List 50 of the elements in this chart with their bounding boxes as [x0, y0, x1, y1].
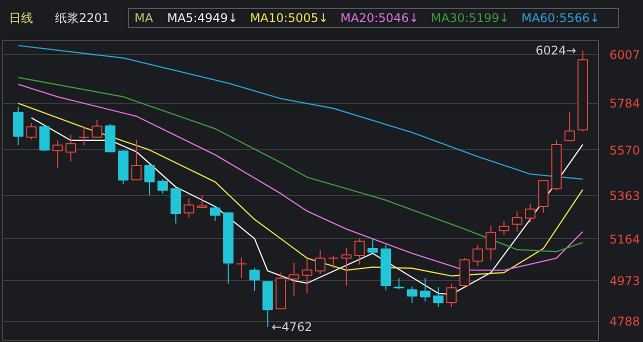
- candlestick: [525, 203, 536, 224]
- text: MA30:5199↓: [430, 11, 510, 25]
- legend-title: MA: [134, 11, 154, 25]
- candlestick: [144, 164, 155, 196]
- candlestick: [341, 247, 352, 286]
- candlestick: [314, 250, 326, 275]
- candlestick: [13, 106, 24, 146]
- candlestick: [486, 225, 496, 262]
- candlestick: [564, 112, 575, 142]
- candlestick: [249, 267, 260, 292]
- candlestick: [328, 255, 339, 269]
- candlestick: [66, 134, 76, 162]
- candlestick: [131, 139, 142, 180]
- candlestick: [498, 220, 510, 236]
- candlestick: [472, 244, 483, 267]
- y-tick-label: 5570: [610, 143, 640, 158]
- candlestick: [302, 258, 312, 294]
- candlestick: [196, 194, 208, 209]
- text: MA60:5566↓: [521, 11, 600, 25]
- text: MA10:5005↓: [250, 11, 328, 25]
- candlestick: [446, 283, 457, 308]
- chart-title: 日线: [9, 11, 33, 25]
- y-tick-label: 5784: [610, 96, 640, 111]
- candlestick: [406, 286, 418, 304]
- chart-subtitle: 纸浆2201: [55, 11, 110, 25]
- y-tick-label: 4973: [610, 274, 640, 288]
- y-tick-label: 6007: [610, 48, 640, 62]
- annotation: ←4762: [272, 320, 312, 334]
- candlestick: [92, 119, 102, 138]
- candlestick: [184, 198, 194, 218]
- y-tick-label: 5363: [610, 188, 640, 203]
- candlestick: [157, 178, 168, 194]
- candlestick: [288, 262, 300, 296]
- candlestick: [39, 124, 50, 152]
- y-tick-label: 5164: [610, 232, 640, 246]
- candlestick: [210, 206, 220, 222]
- candlestick: [433, 286, 444, 308]
- candlestick: [367, 238, 378, 254]
- candlestick: [78, 126, 90, 146]
- candlestick: [236, 257, 247, 279]
- annotation: 6024→: [536, 44, 576, 58]
- line-series: [18, 44, 584, 180]
- text: MA5:4949↓: [167, 11, 238, 25]
- y-tick-label: 4788: [610, 314, 640, 329]
- candlestick: [420, 278, 430, 302]
- candlestick: [512, 210, 522, 232]
- candlestick: [52, 140, 63, 169]
- candlestick: [354, 238, 365, 266]
- text: MA20:5046↓: [340, 11, 419, 25]
- candlestick: [26, 122, 37, 140]
